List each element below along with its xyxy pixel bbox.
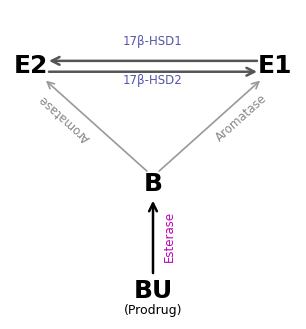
Text: Esterase: Esterase: [163, 211, 176, 263]
Text: B: B: [144, 172, 162, 196]
Text: Aromatase: Aromatase: [214, 92, 270, 145]
Text: (Prodrug): (Prodrug): [124, 304, 182, 317]
Text: Aromatase: Aromatase: [36, 92, 92, 145]
Text: E1: E1: [258, 54, 293, 78]
Text: E2: E2: [13, 54, 48, 78]
Text: 17β-HSD2: 17β-HSD2: [123, 74, 183, 87]
Text: BU: BU: [133, 279, 173, 303]
Text: 17β-HSD1: 17β-HSD1: [123, 35, 183, 48]
